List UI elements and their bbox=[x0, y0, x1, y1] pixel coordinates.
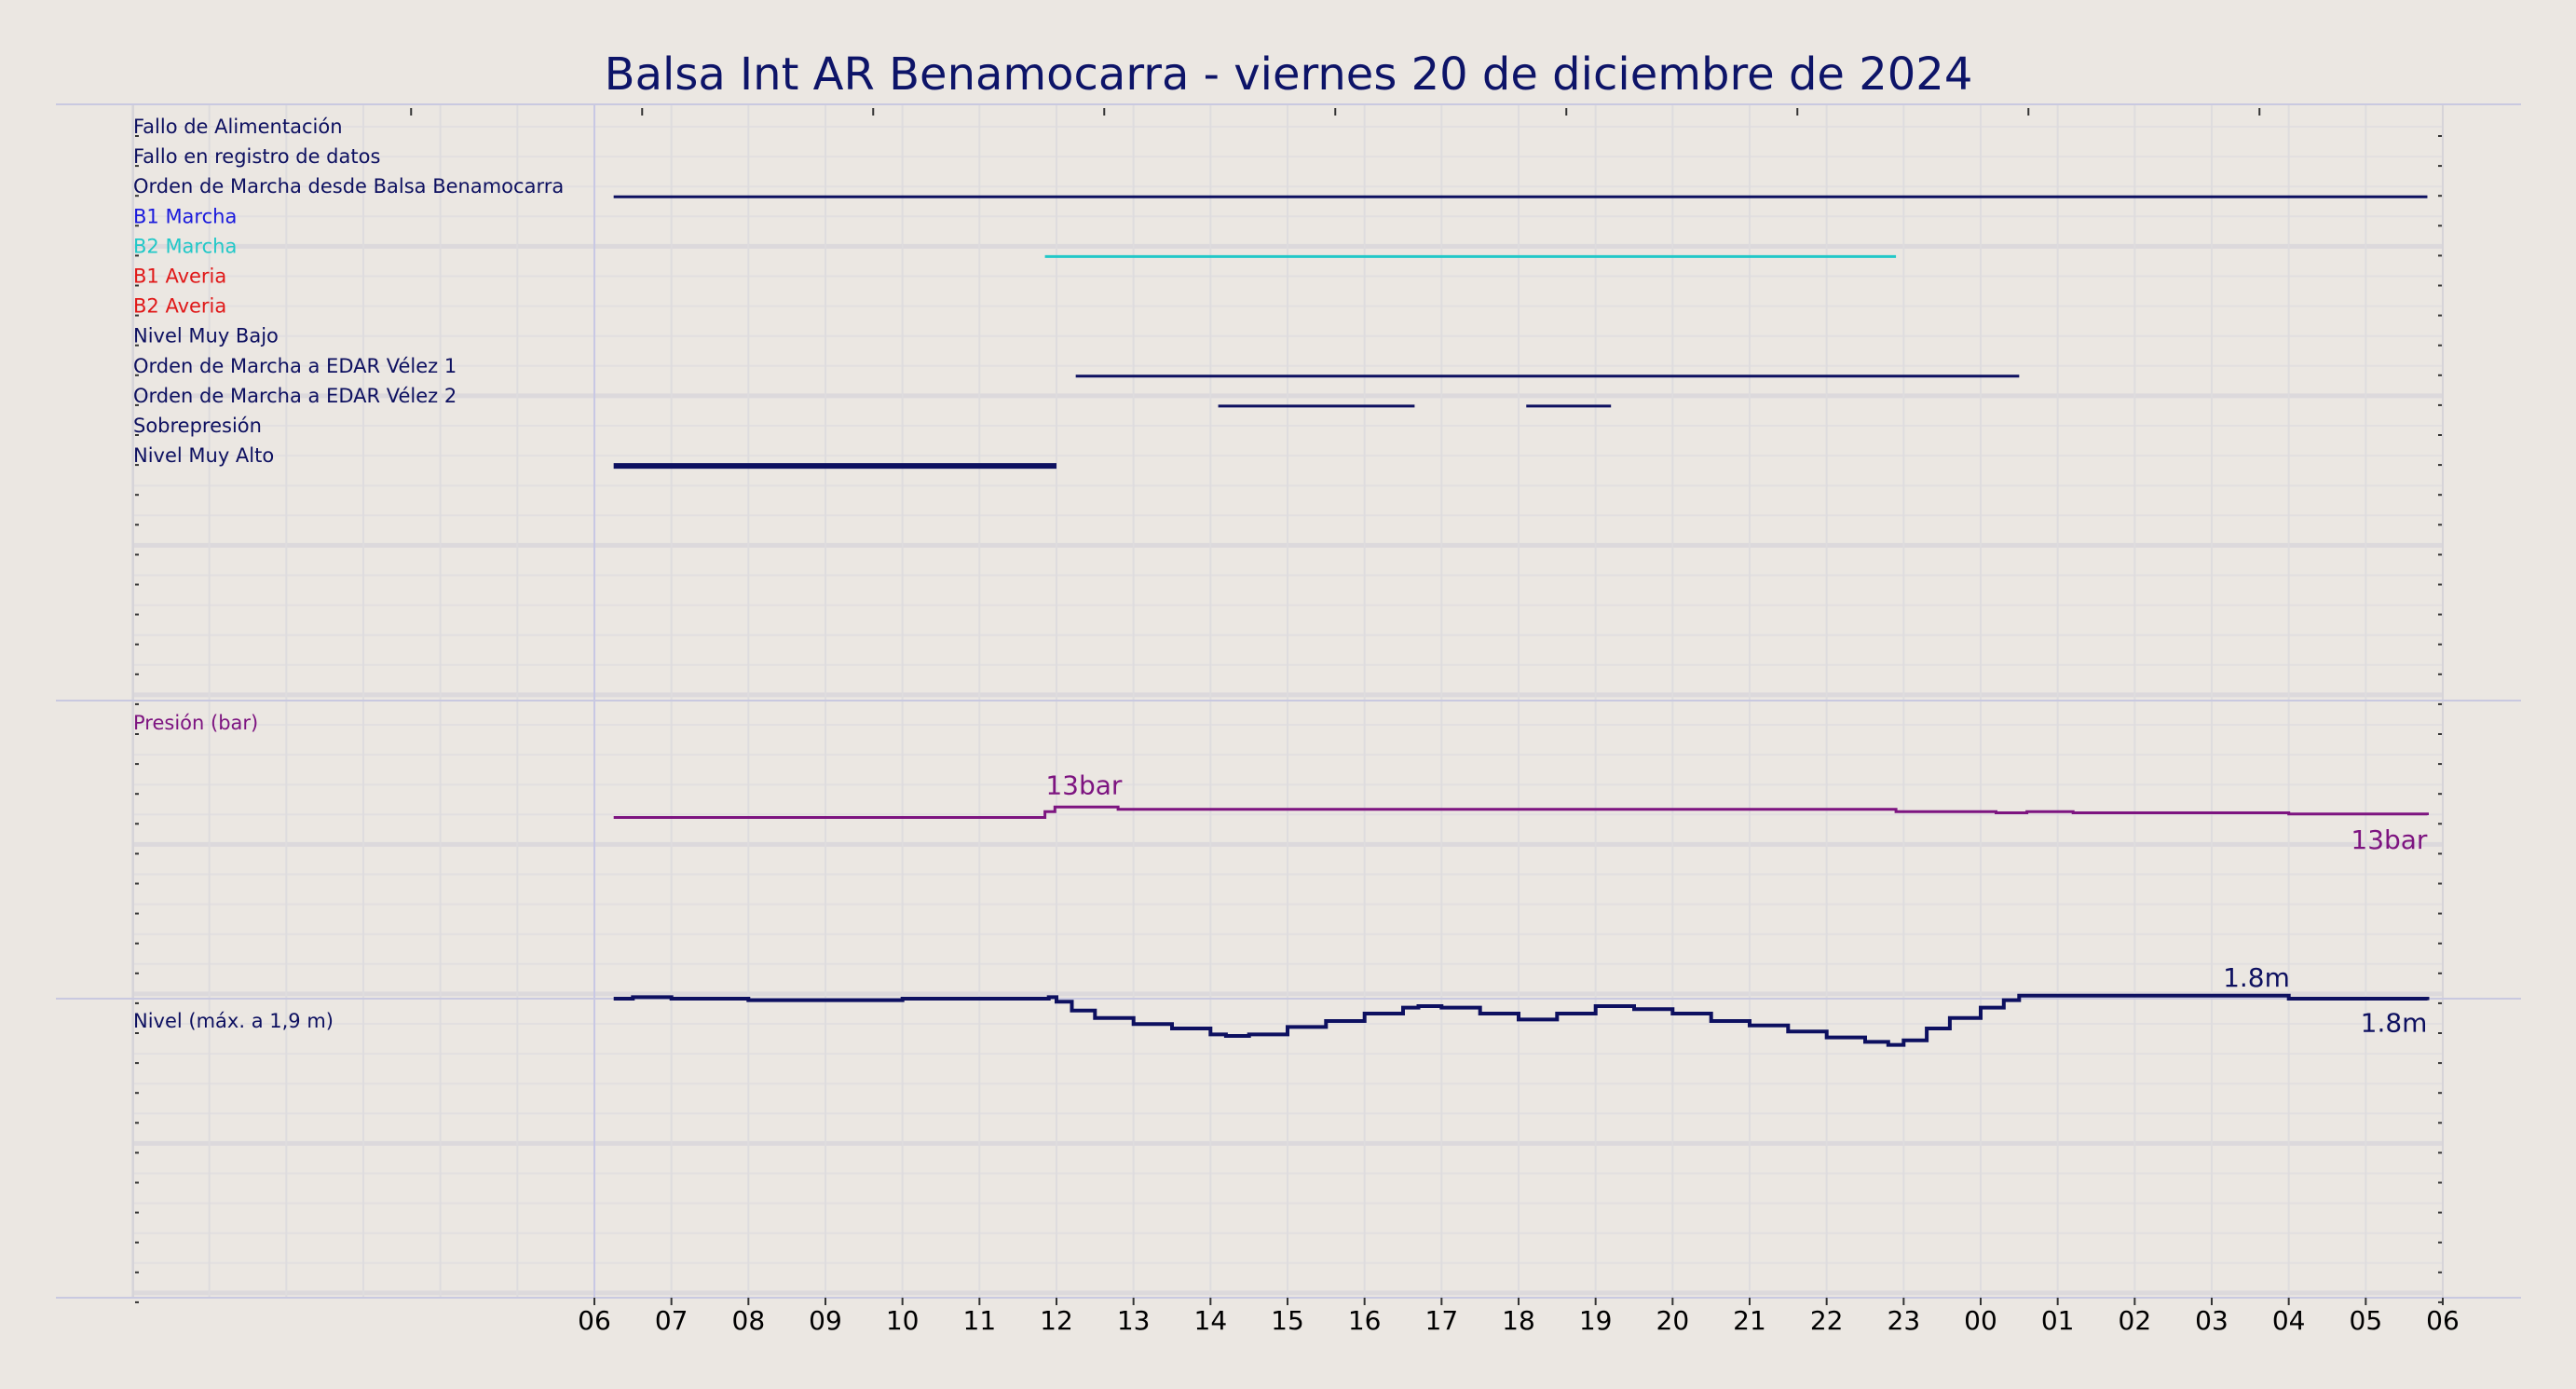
timeline-series-label: Orden de Marcha a EDAR Vélez 1 bbox=[133, 355, 457, 377]
panels-layer bbox=[56, 103, 2521, 1299]
x-tick-label: 16 bbox=[1348, 1305, 1382, 1336]
x-tick-label: 12 bbox=[1040, 1305, 1073, 1336]
x-tick-label: 15 bbox=[1271, 1305, 1304, 1336]
chart-title: Balsa Int AR Benamocarra - viernes 20 de… bbox=[605, 48, 1973, 101]
ticks-layer: 06 07 08 09 10 11 12 13 14 15 16 17 18 19 20 21 22 23 00 01… bbox=[578, 1298, 2460, 1336]
x-tick-label: 20 bbox=[1656, 1305, 1690, 1336]
x-tick-label: 04 bbox=[2272, 1305, 2306, 1336]
timeline-series-label: Orden de Marcha a EDAR Vélez 2 bbox=[133, 385, 457, 407]
x-tick-label: 09 bbox=[809, 1305, 842, 1336]
timeline-series-label: B1 Averia bbox=[133, 266, 226, 288]
x-tick-label: 11 bbox=[963, 1305, 997, 1336]
x-tick-label: 19 bbox=[1579, 1305, 1613, 1336]
level-line bbox=[613, 993, 2430, 1047]
pressure-last-annotation: 13bar bbox=[2351, 824, 2428, 855]
timeline-series-label: B1 Marcha bbox=[133, 205, 237, 227]
x-tick-label: 00 bbox=[1964, 1305, 1997, 1336]
level-panel-label: Nivel (máx. a 1,9 m) bbox=[133, 1010, 334, 1032]
level-max-annotation: 1.8m bbox=[2223, 962, 2290, 993]
pressure-max-annotation: 13bar bbox=[1045, 769, 1123, 800]
x-tick-label: 01 bbox=[2041, 1305, 2075, 1336]
pressure-panel-label: Presión (bar) bbox=[133, 712, 258, 734]
x-tick-label: 14 bbox=[1194, 1305, 1228, 1336]
timeline-series-label: Fallo en registro de datos bbox=[133, 145, 380, 168]
labels-layer: Fallo de Alimentación Fallo en registro d… bbox=[133, 116, 2428, 1039]
timeline-series-label: Fallo de Alimentación bbox=[133, 116, 343, 138]
timeline-series-label: Orden de Marcha desde Balsa Benamocarra bbox=[133, 175, 564, 197]
x-tick-label: 06 bbox=[578, 1305, 611, 1336]
timeline-series-label: Sobrepresión bbox=[133, 415, 262, 437]
timeline-series-label: Nivel Muy Alto bbox=[133, 444, 274, 467]
level-last-annotation: 1.8m bbox=[2361, 1008, 2428, 1039]
x-tick-label: 21 bbox=[1733, 1305, 1766, 1336]
x-tick-label: 06 bbox=[2426, 1305, 2460, 1336]
x-tick-label: 02 bbox=[2119, 1305, 2152, 1336]
x-tick-label: 18 bbox=[1502, 1305, 1535, 1336]
timeline-series-label: Nivel Muy Bajo bbox=[133, 325, 279, 347]
x-tick-label: 10 bbox=[886, 1305, 920, 1336]
x-tick-label: 17 bbox=[1425, 1305, 1459, 1336]
x-tick-label: 03 bbox=[2195, 1305, 2228, 1336]
x-tick-label: 22 bbox=[1810, 1305, 1844, 1336]
x-tick-label: 08 bbox=[732, 1305, 766, 1336]
pressure-line bbox=[613, 805, 2429, 819]
series-layer bbox=[613, 195, 2430, 1047]
x-tick-label: 23 bbox=[1888, 1305, 1921, 1336]
x-tick-label: 13 bbox=[1117, 1305, 1151, 1336]
x-tick-label: 07 bbox=[655, 1305, 688, 1336]
x-tick-label: 05 bbox=[2350, 1305, 2383, 1336]
timeline-series-label: B2 Marcha bbox=[133, 235, 237, 257]
timeline-series-label: B2 Averia bbox=[133, 295, 226, 318]
